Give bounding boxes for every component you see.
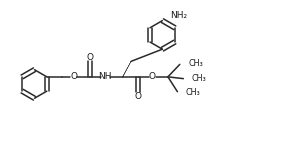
Text: CH₃: CH₃ — [186, 88, 201, 97]
Text: CH₃: CH₃ — [188, 59, 203, 68]
Text: O: O — [149, 72, 156, 81]
Polygon shape — [122, 61, 131, 77]
Text: NH₂: NH₂ — [170, 11, 187, 20]
Text: O: O — [135, 92, 142, 101]
Text: NH: NH — [98, 72, 112, 81]
Text: CH₃: CH₃ — [192, 74, 207, 83]
Text: O: O — [86, 53, 94, 62]
Text: O: O — [70, 72, 77, 81]
